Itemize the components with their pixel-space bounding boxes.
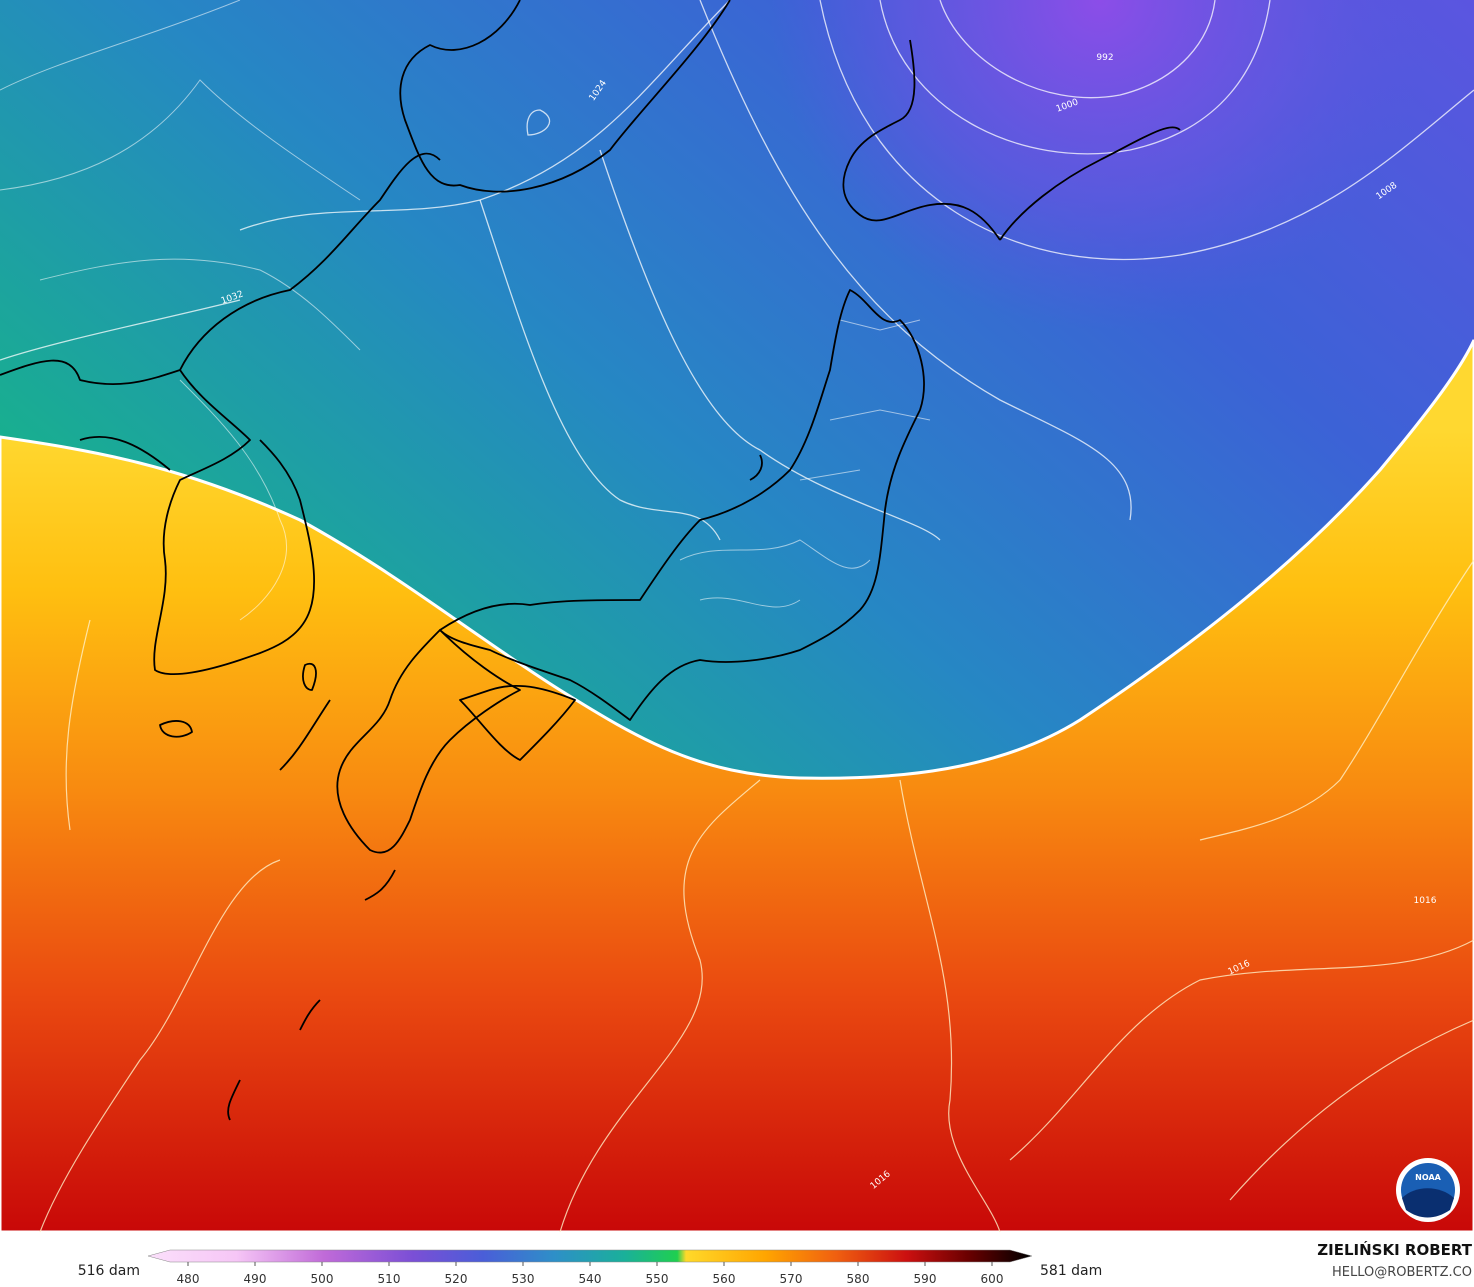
noaa-logo: NOAA <box>1396 1158 1460 1222</box>
warm-field <box>0 339 1474 1234</box>
colorbar-tick-label: 490 <box>244 1272 267 1286</box>
colorbar-tick-label: 560 <box>713 1272 736 1286</box>
map-area: 992 1000 1008 1016 1016 1016 1024 1032 N… <box>0 0 1474 1234</box>
colorbar-bar <box>147 1249 1033 1263</box>
isobar-label: 1016 <box>1414 896 1437 906</box>
colorbar-tick-label: 520 <box>445 1272 468 1286</box>
colorbar-tick-label: 570 <box>780 1272 803 1286</box>
borders <box>0 0 931 621</box>
isobar-label: 992 <box>1096 53 1113 63</box>
colorbar-tick-label: 550 <box>646 1272 669 1286</box>
credit-email: HELLO@ROBERTZ.CO <box>1332 1265 1472 1280</box>
colorbar-tick-label: 580 <box>847 1272 870 1286</box>
coastlines <box>0 0 1181 1121</box>
colorbar-tick-label: 480 <box>177 1272 200 1286</box>
isobars <box>39 559 1474 1233</box>
colorbar: 516 dam 581 dam 480 490 500 510 520 530 540 550… <box>78 1249 1102 1286</box>
logo-text: NOAA <box>1415 1173 1441 1182</box>
colorbar-tick-label: 590 <box>914 1272 937 1286</box>
credit-author: ZIELIŃSKI ROBERT <box>1317 1240 1472 1259</box>
colorbar-tick-label: 600 <box>981 1272 1004 1286</box>
colorbar-max-label: 581 dam <box>1040 1263 1102 1279</box>
colorbar-min-label: 516 dam <box>78 1263 140 1279</box>
colorbar-tick-label: 540 <box>579 1272 602 1286</box>
colorbar-tick-label: 500 <box>311 1272 334 1286</box>
colorbar-tick-label: 510 <box>378 1272 401 1286</box>
colorbar-tick-label: 530 <box>512 1272 535 1286</box>
